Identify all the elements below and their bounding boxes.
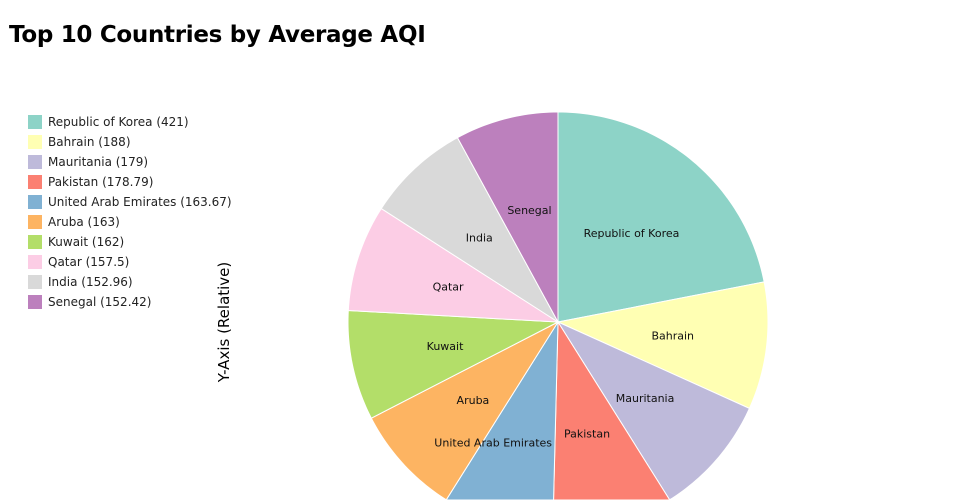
legend-label: Qatar (157.5) <box>48 255 130 269</box>
legend-label: Bahrain (188) <box>48 135 131 149</box>
pie-slice-aruba <box>370 320 560 500</box>
legend: Republic of Korea (421) Bahrain (188) Maur… <box>28 112 232 312</box>
legend-swatch <box>28 195 42 209</box>
slice-label: Kuwait <box>427 340 464 353</box>
legend-item[interactable]: Aruba (163) <box>28 212 232 232</box>
legend-swatch <box>28 275 42 289</box>
pie-slice-qatar <box>347 207 560 323</box>
legend-item[interactable]: United Arab Emirates (163.67) <box>28 192 232 212</box>
legend-item[interactable]: Pakistan (178.79) <box>28 172 232 192</box>
legend-label: Pakistan (178.79) <box>48 175 154 189</box>
slice-label: India <box>466 231 493 244</box>
legend-item[interactable]: Kuwait (162) <box>28 232 232 252</box>
slice-label: United Arab Emirates <box>434 437 552 450</box>
slice-label: Qatar <box>433 280 464 293</box>
pie-slice-republic-of-korea <box>557 111 765 323</box>
legend-item[interactable]: Republic of Korea (421) <box>28 112 232 132</box>
slice-label: Aruba <box>457 394 490 407</box>
slice-label: Senegal <box>507 204 551 217</box>
legend-label: Republic of Korea (421) <box>48 115 189 129</box>
legend-label: United Arab Emirates (163.67) <box>48 195 232 209</box>
legend-item[interactable]: Bahrain (188) <box>28 132 232 152</box>
pie-slice-kuwait <box>347 309 560 419</box>
legend-label: India (152.96) <box>48 275 133 289</box>
pie-slice-mauritania <box>556 320 751 500</box>
pie-slice-senegal <box>456 111 559 323</box>
legend-swatch <box>28 295 42 309</box>
legend-item[interactable]: Qatar (157.5) <box>28 252 232 272</box>
pie-slice-india <box>380 136 559 323</box>
legend-swatch <box>28 235 42 249</box>
slice-label: Mauritania <box>616 392 675 405</box>
legend-item[interactable]: India (152.96) <box>28 272 232 292</box>
legend-item[interactable]: Senegal (152.42) <box>28 292 232 312</box>
legend-item[interactable]: Mauritania (179) <box>28 152 232 172</box>
legend-swatch <box>28 115 42 129</box>
slice-label: Pakistan <box>564 427 610 440</box>
slice-label: Republic of Korea <box>584 227 680 240</box>
legend-swatch <box>28 175 42 189</box>
legend-swatch <box>28 255 42 269</box>
legend-swatch <box>28 155 42 169</box>
legend-label: Senegal (152.42) <box>48 295 152 309</box>
legend-label: Mauritania (179) <box>48 155 149 169</box>
legend-label: Aruba (163) <box>48 215 120 229</box>
y-axis-label: Y-Axis (Relative) <box>215 261 233 383</box>
legend-swatch <box>28 135 42 149</box>
legend-swatch <box>28 215 42 229</box>
chart-title: Top 10 Countries by Average AQI <box>9 22 426 48</box>
legend-label: Kuwait (162) <box>48 235 125 249</box>
pie-slice-bahrain <box>556 281 769 410</box>
slice-label: Bahrain <box>651 329 694 342</box>
